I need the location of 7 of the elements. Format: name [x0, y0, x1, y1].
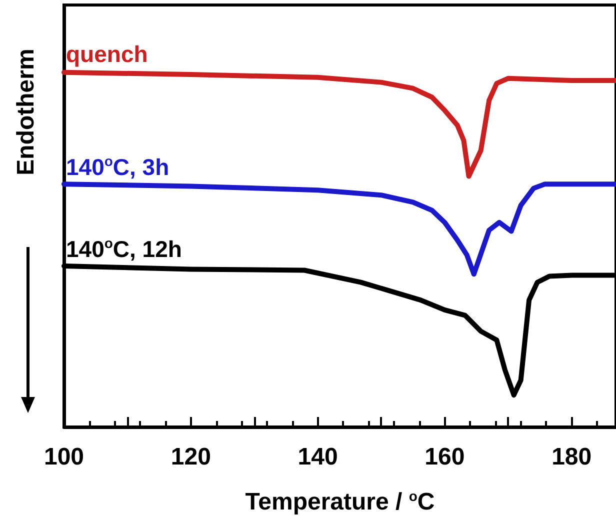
- y-axis-title: Endotherm: [12, 48, 40, 176]
- x-tick-label: 120: [170, 444, 211, 470]
- x-tick-label: 100: [44, 444, 84, 470]
- x-tick-label: 160: [424, 444, 465, 470]
- series-label: quench: [66, 40, 148, 67]
- x-tick-label: 180: [552, 444, 592, 470]
- x-tick-label: 140: [298, 444, 338, 470]
